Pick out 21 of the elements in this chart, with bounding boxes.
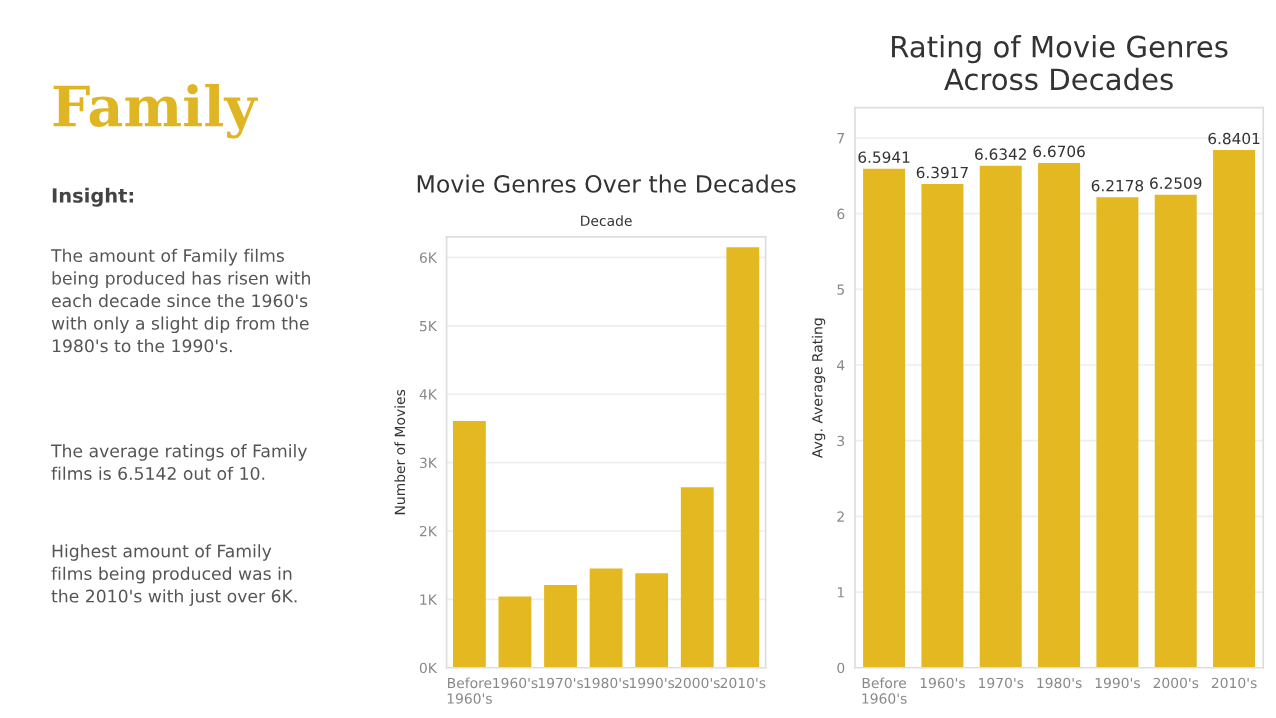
bar	[498, 596, 532, 668]
bar	[1213, 150, 1256, 668]
bar	[1096, 197, 1139, 668]
text: Family	[53, 84, 259, 139]
bar	[979, 165, 1022, 668]
text: Insight:	[52, 187, 134, 207]
chart-title: Movie Genres Over the Decades	[417, 174, 796, 193]
chart-title: Rating of Movie Genres Across Decades	[892, 35, 1228, 91]
bar	[589, 568, 623, 668]
bar	[921, 184, 964, 668]
text: The average ratings of Family films is 6.5142 out of 10.	[50, 444, 307, 480]
bar	[452, 420, 486, 668]
bar	[863, 168, 906, 668]
bar	[544, 585, 577, 668]
text: Highest amount of Family films being produced was in the 2010's with just over 6K.	[51, 544, 297, 606]
bar	[726, 247, 760, 668]
bar	[1038, 162, 1081, 668]
text: The amount of Family films being produced has risen with each decade since the 1960's with only a slight dip from the 1980's to the 1990's.	[50, 248, 310, 353]
bar	[635, 573, 669, 668]
bar	[1154, 194, 1197, 668]
bar	[680, 487, 714, 668]
